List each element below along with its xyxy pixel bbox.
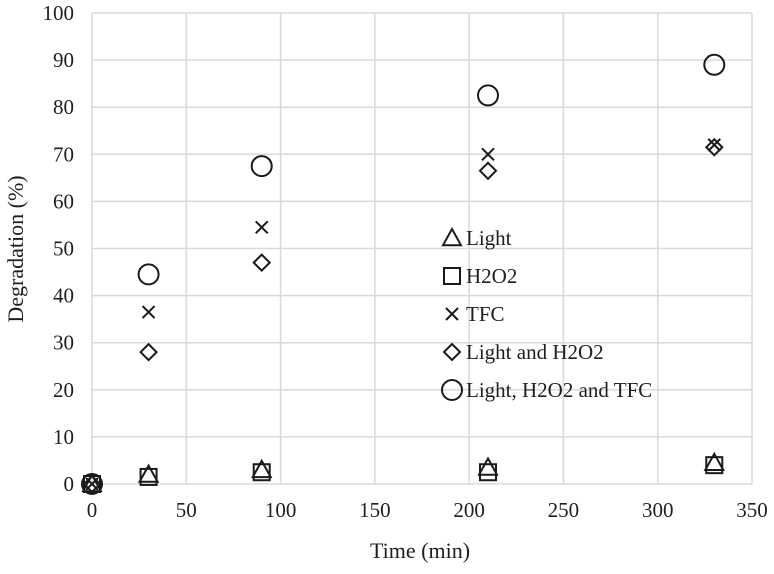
- y-tick-label: 90: [53, 48, 74, 72]
- legend-label: Light and H2O2: [466, 340, 604, 364]
- data-point: [81, 473, 103, 495]
- legend-label: H2O2: [466, 264, 517, 288]
- legend-marker: [445, 307, 459, 321]
- x-tick-label: 150: [359, 498, 391, 522]
- data-point: [703, 53, 726, 76]
- legend-marker: [441, 226, 463, 247]
- grid: [91, 12, 753, 485]
- data-point: [251, 458, 273, 479]
- legend-item: H2O2: [443, 264, 517, 288]
- legend-label: Light: [466, 226, 512, 250]
- legend-item: Light and H2O2: [442, 340, 604, 364]
- y-axis-title: Degradation (%): [3, 175, 28, 322]
- data-point: [252, 253, 272, 273]
- legend: Light H2O2 TFC Light and H2O2 Light, H2O2 an…: [441, 226, 652, 402]
- y-tick-label: 10: [53, 425, 74, 449]
- legend-marker: [442, 342, 462, 362]
- data-point: [255, 220, 269, 235]
- y-tick-label: 30: [53, 331, 74, 355]
- y-tick-label: 70: [53, 142, 74, 166]
- legend-item: Light: [441, 226, 512, 250]
- data-point: [250, 155, 273, 178]
- legend-label: Light, H2O2 and TFC: [466, 378, 652, 402]
- data-point: [82, 474, 102, 494]
- data-point: [139, 342, 158, 362]
- series-1: [83, 456, 724, 493]
- data-point: [481, 147, 495, 162]
- data-point: [479, 463, 497, 482]
- y-tick-label: 40: [53, 284, 74, 308]
- data-point: [478, 161, 498, 181]
- y-tick-label: 80: [53, 95, 74, 119]
- data-point: [137, 263, 160, 286]
- data-point: [477, 456, 499, 476]
- y-tick-label: 100: [43, 1, 75, 25]
- data-point: [139, 467, 158, 486]
- legend-marker: [443, 267, 461, 285]
- x-axis-title: Time (min): [370, 538, 470, 563]
- x-tick-label: 0: [87, 498, 98, 522]
- x-tick-label: 300: [642, 498, 674, 522]
- y-tick-label: 20: [53, 378, 74, 402]
- y-tick-label: 0: [64, 472, 75, 496]
- data-point: [703, 451, 725, 472]
- legend-marker: [441, 379, 463, 401]
- legend-item: TFC: [445, 302, 505, 326]
- y-tick-label: 50: [53, 237, 74, 261]
- data-point: [137, 463, 160, 483]
- series-4: [81, 53, 726, 495]
- y-tick-label: 60: [53, 189, 74, 213]
- x-tick-label: 100: [265, 498, 297, 522]
- legend-label: TFC: [466, 302, 505, 326]
- data-point: [707, 138, 721, 152]
- x-tick-label: 200: [453, 498, 485, 522]
- data-point: [477, 84, 499, 107]
- data-point: [252, 463, 271, 482]
- x-tick-label: 50: [176, 498, 197, 522]
- data-series: [81, 53, 726, 495]
- x-tick-label: 250: [548, 498, 580, 522]
- series-3: [82, 137, 724, 494]
- data-point: [705, 456, 724, 475]
- tick-labels: 0 10 20 30 40 50 60 70 80 90 100 0 50 100 150 200 250 300…: [43, 1, 768, 522]
- legend-item: Light, H2O2 and TFC: [441, 378, 652, 402]
- series-0: [81, 451, 725, 493]
- data-point: [704, 137, 724, 157]
- x-tick-label: 350: [736, 498, 768, 522]
- data-point: [141, 305, 156, 319]
